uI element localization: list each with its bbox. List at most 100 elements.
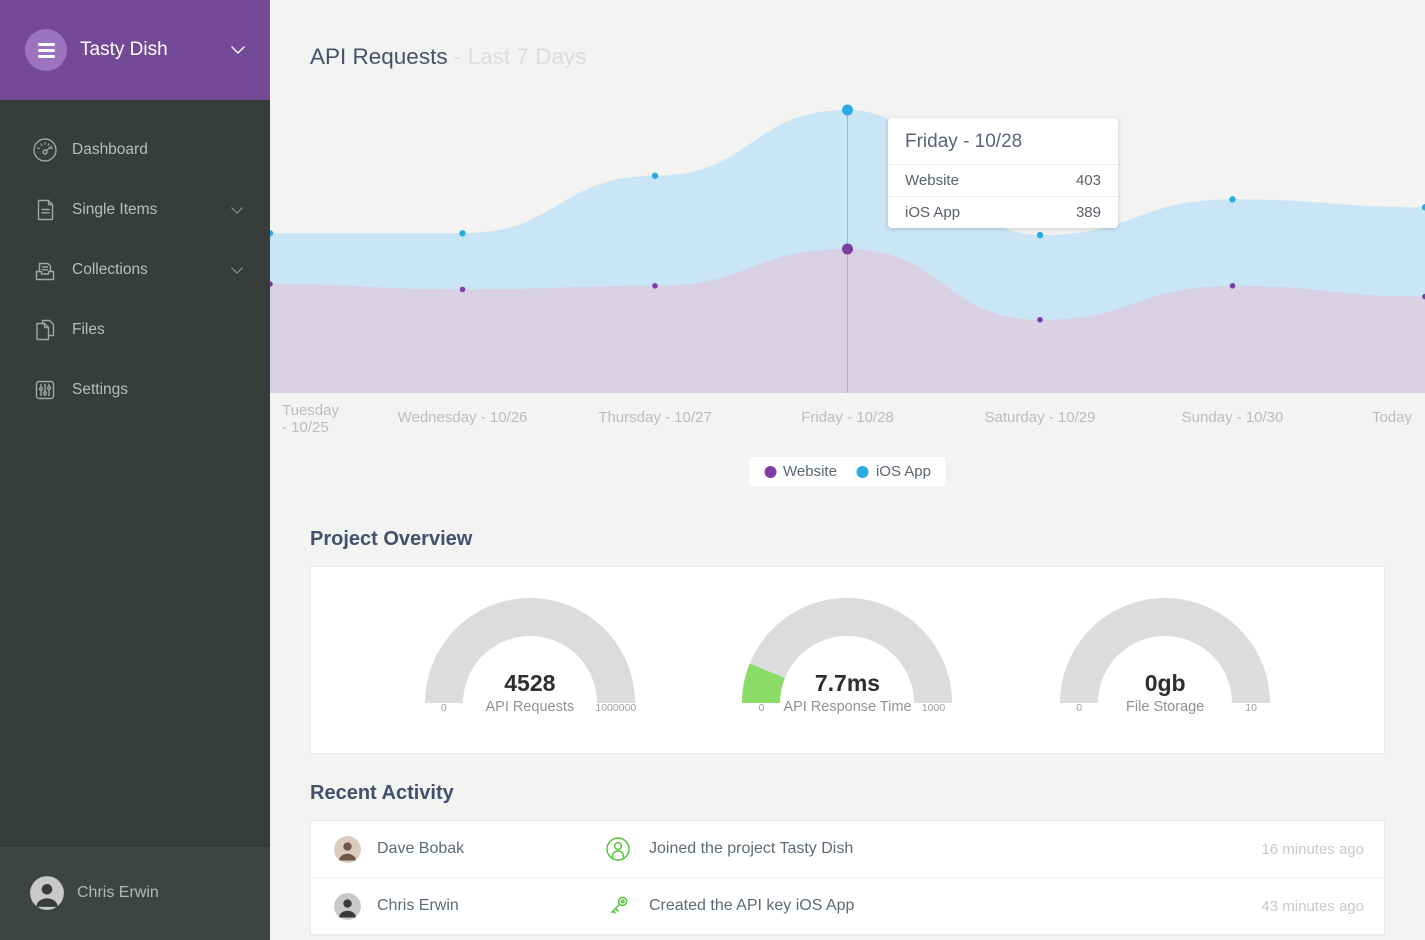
avatar — [334, 892, 361, 920]
avatar — [30, 876, 64, 910]
x-axis-label: Friday - 10/28 — [801, 409, 894, 426]
gauge-label: API Response Time — [783, 699, 912, 715]
sidebar-item-files[interactable]: Files — [0, 300, 270, 360]
sidebar-item-label: Settings — [72, 381, 129, 398]
legend-label: iOS App — [875, 463, 931, 480]
sidebar-nav: Dashboard Single Items Collections Files — [0, 100, 270, 420]
current-user[interactable]: Chris Erwin — [0, 845, 270, 940]
tooltip-series-label: Website — [905, 172, 959, 189]
tooltip-series-label: iOS App — [905, 204, 961, 221]
activity-row[interactable]: Chris Erwin Created the API key iOS App … — [311, 878, 1384, 935]
ios-app-data-point[interactable] — [651, 172, 659, 179]
gauge-value: 0gb — [1144, 670, 1186, 696]
api-requests-chart-section: API Requests - Last 7 Days Tuesday - 10/… — [270, 0, 1425, 500]
gauge-value: 7.7ms — [814, 670, 881, 696]
gauge-api-response-time: 7.7ms API Response Time 0 1000 — [742, 598, 953, 722]
gauge-file-storage: 0gb File Storage 0 10 — [1060, 598, 1271, 722]
area-chart[interactable] — [270, 0, 1425, 393]
legend-item-website[interactable]: Website — [764, 463, 837, 480]
project-name: Tasty Dish — [80, 39, 168, 60]
api-key-icon — [604, 892, 632, 920]
activity-text: Created the API key iOS App — [649, 897, 855, 914]
member-joined-icon — [604, 835, 632, 863]
activity-user-name: Dave Bobak — [377, 840, 465, 857]
tooltip-row: iOS App 389 — [888, 196, 1118, 228]
website-data-point[interactable] — [842, 243, 853, 255]
gauge-min: 0 — [1076, 702, 1083, 714]
website-data-point[interactable] — [1229, 283, 1236, 289]
chart-legend: Website iOS App — [749, 457, 946, 486]
sidebar-item-single-items[interactable]: Single Items — [0, 180, 270, 240]
tooltip-title: Friday - 10/28 — [905, 131, 1023, 152]
gauge-min: 0 — [758, 702, 765, 714]
tooltip-series-value: 389 — [1075, 204, 1101, 221]
project-switcher[interactable]: Tasty Dish — [0, 0, 270, 100]
sidebar-item-label: Dashboard — [72, 141, 148, 158]
collections-tray-icon — [29, 254, 61, 286]
gauge-arc — [742, 598, 953, 704]
x-axis-label: Sunday - 10/30 — [1181, 409, 1284, 426]
main-content: API Requests - Last 7 Days Tuesday - 10/… — [270, 0, 1425, 936]
ios-app-data-point[interactable] — [842, 104, 853, 116]
website-data-point[interactable] — [1037, 316, 1043, 323]
website-data-point[interactable] — [459, 286, 466, 293]
current-user-name: Chris Erwin — [77, 884, 159, 901]
project-overview-card: 4528 API Requests 0 1000000 7.7ms API Re… — [310, 566, 1385, 754]
ios-app-data-point[interactable] — [270, 230, 274, 237]
avatar — [334, 835, 361, 863]
website-data-point[interactable] — [652, 283, 658, 289]
dashboard-gauge-icon — [29, 134, 61, 166]
x-axis-label: Thursday - 10/27 — [598, 409, 712, 426]
activity-text: Joined the project Tasty Dish — [649, 840, 854, 857]
sidebar-item-label: Files — [72, 321, 105, 338]
sidebar-item-settings[interactable]: Settings — [0, 360, 270, 420]
website-legend-dot — [764, 465, 777, 478]
chart-tooltip: Friday - 10/28 Website 403 iOS App 389 — [888, 118, 1118, 228]
tooltip-series-value: 403 — [1075, 172, 1101, 189]
website-data-point[interactable] — [270, 281, 273, 287]
page-title: API Requests - Last 7 Days — [310, 44, 586, 70]
gauge-min: 0 — [440, 702, 447, 714]
ios-app-data-point[interactable] — [1229, 196, 1236, 203]
legend-item-ios-app[interactable]: iOS App — [856, 463, 931, 480]
gauge-max: 10 — [1245, 702, 1257, 714]
legend-label: Website — [783, 463, 837, 480]
single-item-document-icon — [29, 194, 61, 226]
ios-app-data-point[interactable] — [459, 230, 466, 237]
chevron-down-icon — [231, 266, 243, 274]
activity-time: 16 minutes ago — [1261, 840, 1364, 858]
x-axis-label: Wednesday - 10/26 — [397, 409, 528, 426]
activity-user-name: Chris Erwin — [377, 897, 459, 914]
ios-app-legend-dot — [856, 465, 869, 478]
activity-time: 43 minutes ago — [1261, 897, 1364, 915]
gauge-label: File Storage — [1126, 699, 1205, 715]
ios-app-data-point[interactable] — [1036, 231, 1044, 239]
project-overview-heading: Project Overview — [310, 528, 473, 550]
gauge-max: 1000 — [921, 702, 946, 714]
chart-title-text: API Requests — [310, 44, 448, 69]
sidebar-item-dashboard[interactable]: Dashboard — [0, 120, 270, 180]
gauge-label: API Requests — [485, 699, 575, 715]
activity-row[interactable]: Dave Bobak Joined the project Tasty Dish… — [311, 821, 1384, 878]
ios-app-data-point[interactable] — [1421, 204, 1425, 211]
chevron-down-icon — [231, 46, 245, 54]
files-pages-icon — [29, 314, 61, 346]
x-axis-label: Saturday - 10/29 — [984, 409, 1096, 426]
recent-activity-heading: Recent Activity — [310, 782, 454, 804]
gauge-api-requests: 4528 API Requests 0 1000000 — [424, 598, 637, 722]
hamburger-menu-icon — [25, 29, 67, 71]
chevron-down-icon — [231, 206, 243, 214]
sidebar: Tasty Dish Dashboard Single Items Collec… — [0, 0, 270, 940]
tooltip-row: Website 403 — [888, 164, 1118, 196]
sidebar-item-label: Collections — [72, 261, 148, 278]
recent-activity-card: Dave Bobak Joined the project Tasty Dish… — [310, 820, 1385, 936]
website-data-point[interactable] — [1422, 293, 1425, 300]
gauge-value: 4528 — [504, 670, 556, 696]
settings-sliders-icon — [29, 374, 61, 406]
gauge-arc — [1060, 598, 1271, 704]
gauge-arc — [424, 598, 635, 704]
x-axis-label: Tuesday - 10/25 — [282, 402, 339, 436]
chart-subtitle-text: - Last 7 Days — [453, 44, 587, 69]
gauge-max: 1000000 — [595, 702, 637, 714]
sidebar-item-collections[interactable]: Collections — [0, 240, 270, 300]
